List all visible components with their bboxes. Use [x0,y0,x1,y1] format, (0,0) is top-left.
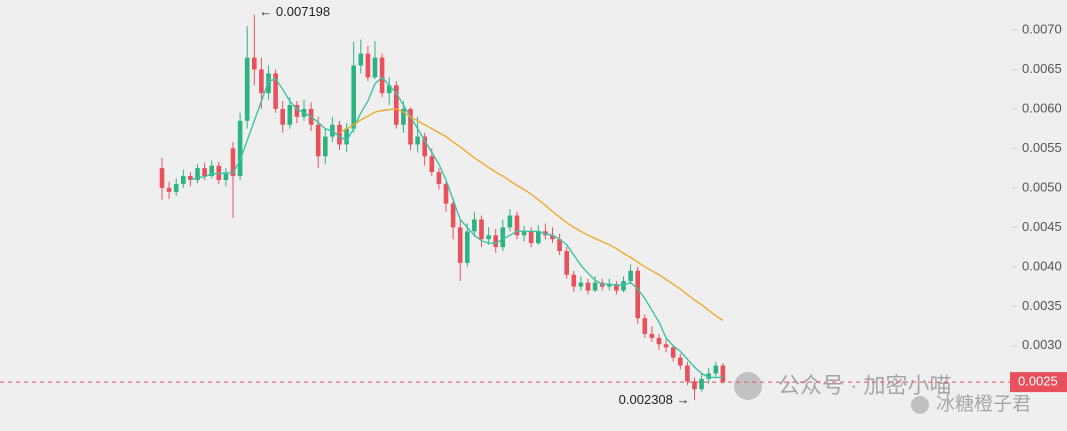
last-price-label: 0.0025 [1018,374,1058,389]
candle-body [507,215,513,228]
candle-body [472,219,477,232]
candle-body [536,231,541,244]
candle-body [315,124,321,157]
candle-body [457,227,463,263]
y-tick-label: 0.0050 [1022,179,1062,194]
candle-body [692,381,697,390]
candle-body [443,183,449,204]
y-tick-label: 0.0035 [1022,298,1062,313]
candle-body [493,235,498,248]
y-tick-label: 0.0040 [1022,258,1062,273]
y-tick-label: 0.0060 [1022,100,1062,115]
candle-body [351,65,356,129]
candle-body [415,136,420,145]
candle-body [450,203,456,228]
y-tick-label: 0.0070 [1022,21,1062,36]
candle-body [607,284,612,287]
candle-body [621,281,626,291]
candle-body [592,282,598,291]
candle-body [358,53,364,66]
candle-body [394,85,399,125]
candle-body [713,365,719,374]
last-price-box [1010,372,1067,393]
candle-body [521,231,527,236]
high-annotation: ← 0.007198 [259,4,330,19]
candle-body [173,183,179,192]
candle-body [706,373,711,379]
watermark-author: 冰糖橙子君 [936,393,1031,415]
candle-body [479,219,484,240]
candle-body [280,108,285,125]
candle-body [685,365,690,382]
candle-body [337,124,342,145]
candle-body [365,53,371,78]
plot [159,14,726,401]
candle-body [223,173,229,180]
watermark-icon [911,396,929,414]
candle-body [159,168,165,188]
candle-body [557,239,562,252]
watermark: 公众号 · 加密小喵 冰糖橙子君 [734,372,1031,415]
candle-body [635,270,640,319]
y-tick-label: 0.0030 [1022,337,1062,352]
candle-body [614,284,619,291]
candle-body [294,105,300,117]
candle-body [578,282,584,287]
candle-body [564,251,569,275]
candle-body [465,231,470,263]
candle-body [166,187,172,192]
y-tick-label: 0.0065 [1022,61,1062,76]
ma-line [339,108,724,322]
candle-body [663,344,669,348]
candle-body [649,333,655,338]
candle-body [585,282,591,291]
candle-body [259,69,264,94]
candle-body [244,57,250,121]
candle-body [699,378,704,390]
candle-body [209,165,214,177]
candle-body [571,274,577,287]
candle-body [372,57,378,78]
candle-body [344,128,349,145]
candle-body [642,318,648,334]
candle-body [188,176,193,180]
candle-body [401,108,406,125]
candle-body [628,270,633,282]
candle-body [422,136,427,157]
candle-body [323,136,328,157]
candle-body [678,357,683,366]
candle-body [720,365,726,383]
candle-body [379,57,385,94]
candle-body [656,337,662,345]
candle-body [514,215,520,236]
candle-body [408,108,413,145]
y-tick-label: 0.0055 [1022,140,1062,155]
ma-line [190,76,723,379]
candle-body [429,156,435,173]
watermark-icon [734,372,762,400]
low-annotation: 0.002308 → [619,392,690,407]
candle-body [670,347,676,358]
candle-body [202,168,207,177]
candle-body [550,235,555,240]
candle-body [287,105,293,125]
candle-body [230,148,236,177]
watermark-account: 公众号 · 加密小喵 [778,373,952,398]
y-tick-label: 0.0045 [1022,219,1062,234]
candle-body [273,73,278,109]
candle-body [216,165,222,180]
candle-body [386,85,392,94]
candle-body [500,227,506,248]
candle-body [195,168,200,180]
candle-body [528,231,534,244]
candle-body [181,176,186,184]
candle-body [436,172,442,184]
candle-body [237,120,243,177]
candle-body [486,235,491,240]
candle-body [252,57,257,70]
